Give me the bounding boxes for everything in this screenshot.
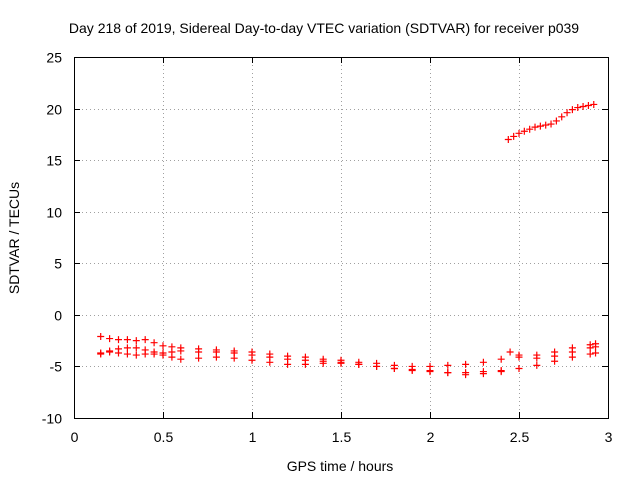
data-point	[141, 336, 149, 344]
data-point	[212, 348, 220, 356]
data-point	[515, 351, 523, 359]
data-point	[132, 344, 140, 352]
y-tick-label: 5	[54, 256, 62, 272]
data-point	[132, 337, 140, 345]
x-axis-label: GPS time / hours	[287, 458, 394, 474]
y-tick-label: 0	[54, 308, 62, 324]
data-point	[592, 343, 600, 351]
data-point	[547, 120, 555, 128]
data-point	[592, 349, 600, 357]
data-point	[497, 368, 505, 376]
data-point	[141, 350, 149, 358]
data-point	[301, 356, 309, 364]
data-point	[563, 109, 571, 117]
data-point	[515, 364, 523, 372]
axis-ticks: 0 0.5 1 1.5 2 2.5 3 -10 -5 0 5 10 15 20 25	[42, 50, 613, 446]
data-point	[568, 353, 576, 361]
data-point	[195, 348, 203, 356]
data-point	[168, 348, 176, 356]
data-point	[123, 344, 131, 352]
y-tick-label: 10	[46, 205, 62, 221]
data-point	[526, 125, 534, 133]
data-point	[115, 349, 122, 357]
data-point	[479, 358, 487, 366]
x-tick-label: 2.5	[510, 429, 530, 445]
x-tick-label: 1.5	[332, 429, 352, 445]
y-tick-label: 15	[46, 153, 62, 169]
data-point	[115, 336, 122, 344]
y-tick-label: -5	[50, 359, 63, 375]
data-point	[479, 370, 487, 378]
data-point	[319, 357, 327, 365]
data-point	[97, 350, 105, 358]
data-point	[504, 136, 512, 144]
x-tick-label: 1	[249, 429, 257, 445]
data-point	[542, 121, 550, 129]
x-tick-label: 0	[71, 429, 79, 445]
data-point	[536, 122, 544, 130]
data-point	[568, 106, 576, 114]
data-point	[506, 348, 514, 356]
data-point	[586, 344, 594, 352]
data-points	[97, 100, 600, 379]
data-point	[444, 361, 452, 369]
data-point	[551, 357, 559, 365]
data-point	[150, 350, 158, 358]
data-point	[462, 360, 470, 368]
data-point	[390, 364, 398, 372]
data-point	[531, 123, 539, 131]
data-point	[159, 349, 167, 357]
data-point	[552, 117, 560, 125]
data-point	[150, 339, 158, 347]
data-point	[444, 369, 452, 377]
data-point	[497, 355, 505, 363]
series-track-4	[504, 100, 598, 144]
data-point	[574, 104, 582, 112]
data-point	[579, 103, 587, 111]
data-point	[159, 342, 167, 350]
data-point	[195, 354, 203, 362]
x-tick-label: 0.5	[154, 429, 174, 445]
data-point	[515, 129, 523, 137]
data-point	[590, 100, 598, 108]
data-point	[408, 366, 416, 374]
data-point	[586, 350, 594, 358]
data-point	[177, 347, 185, 355]
data-point	[284, 355, 292, 363]
y-tick-label: 20	[46, 102, 62, 118]
data-point	[533, 361, 541, 369]
data-point	[426, 367, 434, 375]
data-point	[123, 350, 131, 358]
data-point	[337, 359, 345, 367]
data-point	[230, 349, 238, 357]
chart-title: Day 218 of 2019, Sidereal Day-to-day VTE…	[69, 20, 579, 36]
data-point	[355, 360, 363, 368]
data-point	[373, 362, 381, 370]
series-track-3	[97, 347, 600, 379]
data-point	[106, 335, 114, 343]
data-point	[520, 127, 528, 135]
data-point	[533, 354, 541, 362]
x-tick-label: 3	[605, 429, 613, 445]
data-point	[106, 348, 114, 356]
data-point	[132, 351, 140, 359]
data-point	[97, 333, 105, 341]
data-point	[584, 101, 592, 109]
y-axis-label: SDTVAR / TECUs	[6, 182, 22, 294]
data-point	[177, 355, 185, 363]
data-point	[558, 113, 566, 121]
data-point	[248, 351, 256, 359]
y-tick-label: 25	[46, 50, 62, 66]
data-point	[266, 353, 274, 361]
x-tick-label: 2	[427, 429, 435, 445]
data-point	[510, 132, 518, 140]
data-point	[462, 371, 470, 379]
y-tick-label: -10	[42, 411, 62, 427]
data-point	[123, 336, 131, 344]
